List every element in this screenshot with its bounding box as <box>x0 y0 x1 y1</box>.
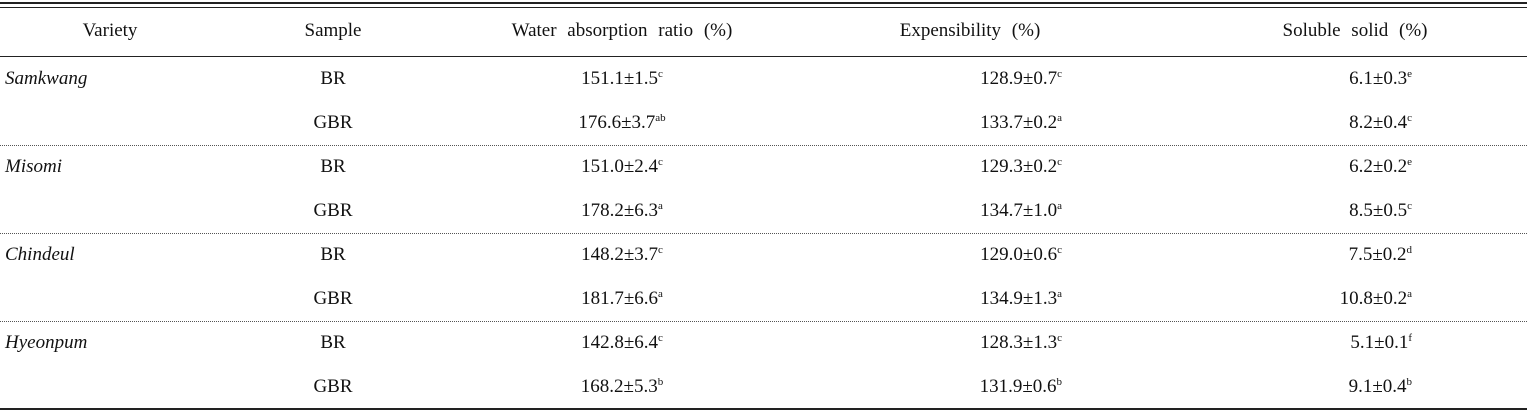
value-cell: 7.5±0.2d <box>1349 243 1412 267</box>
top-rule <box>0 7 1527 8</box>
value: 7.5±0.2 <box>1348 244 1407 265</box>
significance-letter: c <box>1057 244 1062 256</box>
significance-letter: d <box>1406 244 1413 256</box>
significance-letter: c <box>1057 332 1062 344</box>
value-cell: 128.9±0.7c <box>980 67 1062 91</box>
significance-letter: a <box>1057 200 1062 212</box>
variety: Hyeonpum <box>5 332 88 353</box>
group-divider <box>0 233 1527 234</box>
significance-letter: c <box>658 156 663 168</box>
variety: Chindeul <box>5 244 75 265</box>
value: 6.2±0.2 <box>1349 156 1408 177</box>
value: 134.7±1.0 <box>980 200 1058 221</box>
bottom-rule <box>0 408 1527 410</box>
significance-letter: e <box>1407 68 1412 80</box>
sample: GBR <box>313 112 353 133</box>
variety: Misomi <box>5 156 62 177</box>
value: 5.1±0.1 <box>1350 332 1409 353</box>
value: 128.9±0.7 <box>980 68 1058 89</box>
sample: BR <box>320 332 346 353</box>
sample: GBR <box>313 288 353 309</box>
value-cell: 8.5±0.5c <box>1349 199 1412 223</box>
significance-letter: a <box>658 288 663 300</box>
value-cell: 6.1±0.3e <box>1349 67 1412 91</box>
sample: BR <box>320 68 346 89</box>
value-cell: 168.2±5.3b <box>581 375 663 399</box>
value-cell: 178.2±6.3a <box>581 199 663 223</box>
variety: Samkwang <box>5 68 88 89</box>
value-cell: 6.2±0.2e <box>1349 155 1412 179</box>
significance-letter: b <box>1056 376 1063 388</box>
value-cell: 133.7±0.2a <box>980 111 1062 135</box>
significance-letter: c <box>658 244 663 256</box>
group-divider <box>0 321 1527 322</box>
value: 168.2±5.3 <box>580 376 658 397</box>
value: 6.1±0.3 <box>1349 68 1408 89</box>
value: 129.0±0.6 <box>980 244 1058 265</box>
value-cell: 8.2±0.4c <box>1349 111 1412 135</box>
sample: GBR <box>313 200 353 221</box>
value-cell: 5.1±0.1f <box>1350 331 1412 355</box>
value: 131.9±0.6 <box>979 376 1057 397</box>
value-cell: 148.2±3.7c <box>581 243 663 267</box>
top-rule <box>0 2 1527 4</box>
value: 129.3±0.2 <box>980 156 1058 177</box>
value: 178.2±6.3 <box>581 200 659 221</box>
significance-letter: a <box>1407 288 1412 300</box>
value: 9.1±0.4 <box>1348 376 1407 397</box>
significance-letter: ab <box>655 112 666 124</box>
value-cell: 134.7±1.0a <box>980 199 1062 223</box>
value: 148.2±3.7 <box>581 244 659 265</box>
significance-letter: b <box>1406 376 1413 388</box>
column-header: Water absorption ratio (%) <box>511 20 733 41</box>
value-cell: 134.9±1.3a <box>980 287 1062 311</box>
significance-letter: e <box>1407 156 1412 168</box>
significance-letter: f <box>1408 332 1412 344</box>
value: 181.7±6.6 <box>581 288 659 309</box>
value-cell: 129.3±0.2c <box>980 155 1062 179</box>
significance-letter: b <box>657 376 664 388</box>
value: 10.8±0.2 <box>1339 288 1408 309</box>
value: 151.1±1.5 <box>581 68 659 89</box>
significance-letter: c <box>1057 68 1062 80</box>
significance-letter: a <box>1057 288 1062 300</box>
value: 134.9±1.3 <box>980 288 1058 309</box>
significance-letter: c <box>1407 200 1412 212</box>
value-cell: 10.8±0.2a <box>1340 287 1412 311</box>
value-cell: 142.8±6.4c <box>581 331 663 355</box>
value-cell: 151.1±1.5c <box>581 67 663 91</box>
value: 133.7±0.2 <box>980 112 1058 133</box>
significance-letter: a <box>1057 112 1062 124</box>
value: 151.0±2.4 <box>581 156 659 177</box>
significance-letter: c <box>1057 156 1062 168</box>
value-cell: 131.9±0.6b <box>980 375 1062 399</box>
header-rule <box>0 56 1527 57</box>
sample: BR <box>320 156 346 177</box>
value: 8.5±0.5 <box>1349 200 1408 221</box>
value-cell: 9.1±0.4b <box>1349 375 1412 399</box>
group-divider <box>0 145 1527 146</box>
value-cell: 129.0±0.6c <box>980 243 1062 267</box>
value-cell: 181.7±6.6a <box>581 287 663 311</box>
column-header: Variety <box>82 20 138 41</box>
value: 128.3±1.3 <box>980 332 1058 353</box>
significance-letter: c <box>658 332 663 344</box>
value: 176.6±3.7 <box>578 112 656 133</box>
sample: GBR <box>313 376 353 397</box>
sample: BR <box>320 244 346 265</box>
significance-letter: a <box>658 200 663 212</box>
significance-letter: c <box>1407 112 1412 124</box>
significance-letter: c <box>658 68 663 80</box>
value: 142.8±6.4 <box>581 332 659 353</box>
column-header: Expensibility (%) <box>899 20 1041 41</box>
value-cell: 176.6±3.7ab <box>578 111 665 135</box>
value-cell: 128.3±1.3c <box>980 331 1062 355</box>
value-cell: 151.0±2.4c <box>581 155 663 179</box>
value: 8.2±0.4 <box>1349 112 1408 133</box>
column-header: Sample <box>304 20 362 41</box>
column-header: Soluble solid (%) <box>1282 20 1428 41</box>
